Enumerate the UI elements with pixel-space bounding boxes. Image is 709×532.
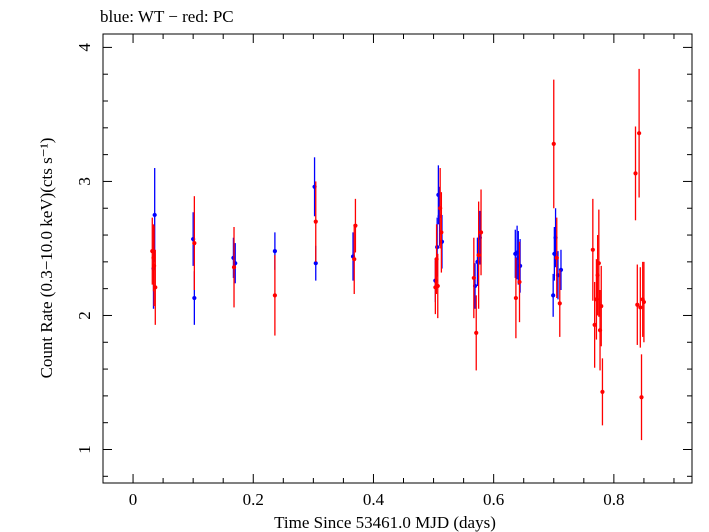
data-point bbox=[471, 275, 476, 281]
data-point bbox=[596, 261, 601, 266]
data-point bbox=[592, 322, 597, 327]
y-tick-label: 3 bbox=[75, 177, 94, 186]
x-tick-label: 0.2 bbox=[243, 490, 264, 509]
data-point bbox=[153, 285, 158, 290]
data-point bbox=[152, 212, 157, 218]
data-point bbox=[513, 295, 519, 301]
data-point bbox=[517, 279, 522, 285]
x-axis-label: Time Since 53461.0 MJD (days) bbox=[274, 513, 496, 532]
y-tick-label: 2 bbox=[75, 311, 94, 320]
data-point bbox=[272, 249, 277, 254]
data-point bbox=[352, 257, 357, 262]
data-point bbox=[551, 141, 556, 147]
data-point bbox=[313, 261, 318, 266]
y-axis-label: Count Rate (0.3−10.0 keV)(cts s⁻¹) bbox=[37, 138, 56, 379]
x-tick-label: 0 bbox=[129, 490, 138, 509]
data-point bbox=[478, 230, 484, 235]
data-point bbox=[557, 301, 562, 306]
chart-title: blue: WT − red: PC bbox=[100, 7, 234, 26]
data-point bbox=[554, 255, 559, 260]
data-point bbox=[192, 295, 197, 301]
data-point bbox=[590, 247, 595, 252]
data-point bbox=[641, 299, 647, 305]
data-point bbox=[192, 240, 197, 246]
y-axis: 1 2 3 4 bbox=[75, 43, 692, 477]
plot-frame bbox=[102, 33, 693, 484]
series-wt bbox=[151, 157, 564, 325]
data-point bbox=[551, 293, 556, 298]
data-point bbox=[637, 131, 642, 136]
data-point bbox=[353, 223, 358, 228]
x-tick-label: 0.6 bbox=[483, 490, 504, 509]
data-point bbox=[638, 305, 643, 310]
data-point bbox=[231, 265, 237, 270]
y-tick-label: 4 bbox=[75, 43, 94, 52]
data-point bbox=[272, 293, 277, 298]
data-point bbox=[474, 330, 479, 335]
data-point bbox=[633, 171, 638, 176]
x-tick-label: 0.8 bbox=[603, 490, 624, 509]
data-point bbox=[439, 230, 444, 235]
y-tick-label: 1 bbox=[75, 445, 94, 454]
data-point bbox=[476, 253, 481, 258]
x-tick-label: 0.4 bbox=[363, 490, 385, 509]
x-axis: 0 0.2 0.4 0.6 0.8 bbox=[129, 34, 675, 509]
data-point bbox=[599, 303, 604, 309]
data-point bbox=[639, 395, 644, 400]
series-pc bbox=[150, 68, 647, 441]
data-point bbox=[635, 302, 640, 307]
data-point bbox=[435, 283, 440, 289]
series-layer bbox=[150, 68, 647, 441]
data-point bbox=[600, 389, 605, 394]
data-point bbox=[313, 219, 318, 224]
